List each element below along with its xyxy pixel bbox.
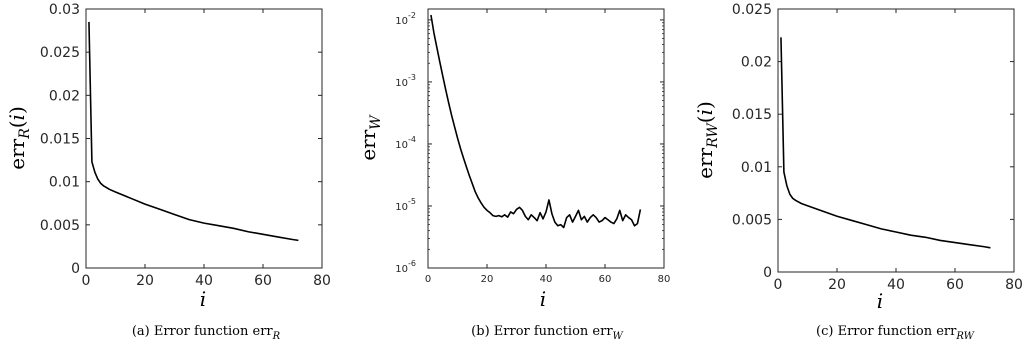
- panel-c-y-tick-label: 0.015: [732, 107, 772, 123]
- panel-c-x-tick-label: 20: [828, 277, 846, 293]
- panel-c-y-ticks: 0 0.005 0.01 0.015 0.02 0.025: [732, 2, 1014, 281]
- panel-b-y-tick-label: 10-3: [395, 73, 416, 89]
- panel-a-y-tick-label: 0.005: [40, 218, 80, 234]
- panel-c-series-line: [780, 37, 991, 249]
- panel-b-series-line: [430, 14, 642, 229]
- panel-a-x-tick-label: 20: [136, 273, 154, 289]
- panel-c-y-tick-label: 0.025: [732, 2, 772, 18]
- panel-b-caption: (b) Error function errW: [471, 324, 623, 342]
- panel-a-x-tick-label: 60: [254, 273, 272, 289]
- panel-b-x-tick-label: 0: [425, 274, 431, 285]
- panel-c-x-tick-label: 40: [887, 277, 905, 293]
- panel-b-x-tick-label: 60: [599, 274, 612, 285]
- panel-b-xlabel: i: [540, 287, 546, 311]
- panel-b-x-tick-label: 20: [481, 274, 494, 285]
- panel-b: 10-6 10-5 10-4 10-3 10-2 0 20 40 60 80 errW i (b…: [356, 8, 671, 342]
- panel-b-y-tick-label: 10-6: [395, 259, 416, 275]
- panel-c: 0 0.005 0.01 0.015 0.02 0.025 0 20 40 60 80 errRW…: [693, 2, 1023, 342]
- panel-a-x-tick-label: 0: [82, 273, 91, 289]
- panel-a-y-tick-label: 0.01: [49, 175, 80, 191]
- panel-b-y-tick-label: 10-2: [395, 11, 416, 27]
- panel-a-x-ticks: 0 20 40 60 80: [82, 9, 331, 289]
- panel-a-y-ticks: 0 0.005 0.01 0.015 0.02 0.025 0.03: [40, 2, 322, 277]
- panel-c-x-tick-label: 0: [774, 277, 783, 293]
- panel-a-y-tick-label: 0.02: [49, 88, 80, 104]
- panel-b-x-tick-label: 80: [658, 274, 671, 285]
- panel-c-caption: (c) Error function errRW: [816, 324, 975, 342]
- panel-a-caption: (a) Error function errR: [132, 324, 281, 342]
- panel-a-series-line: [88, 21, 299, 242]
- panel-b-y-tick-label: 10-4: [395, 135, 416, 151]
- panel-a-y-tick-label: 0.015: [40, 132, 80, 148]
- panel-a-y-tick-label: 0.03: [49, 2, 80, 18]
- panel-c-xlabel: i: [877, 289, 883, 313]
- panel-c-y-tick-label: 0: [763, 265, 772, 281]
- panel-a-y-tick-label: 0.025: [40, 45, 80, 61]
- panel-a-y-tick-label: 0: [71, 261, 80, 277]
- panel-c-y-tick-label: 0.005: [732, 212, 772, 228]
- panel-c-y-tick-label: 0.01: [741, 160, 772, 176]
- panel-b-x-tick-label: 40: [540, 274, 553, 285]
- panel-c-y-tick-label: 0.02: [741, 55, 772, 71]
- panel-c-x-tick-label: 60: [946, 277, 964, 293]
- panel-b-frame: [427, 8, 665, 269]
- panel-a-frame: [85, 8, 323, 269]
- panel-a-ylabel: errR(i): [5, 106, 33, 170]
- panel-c-ylabel: errRW(i): [693, 101, 721, 179]
- panel-b-y-tick-label: 10-5: [395, 197, 416, 213]
- panel-a-xlabel: i: [200, 287, 206, 311]
- panel-b-y-ticks: 10-6 10-5 10-4 10-3 10-2: [395, 11, 664, 275]
- panel-c-x-tick-label: 80: [1005, 277, 1023, 293]
- panel-c-x-ticks: 0 20 40 60 80: [774, 9, 1023, 293]
- panel-a-x-tick-label: 80: [313, 273, 331, 289]
- panel-b-x-ticks: 0 20 40 60 80: [425, 9, 671, 285]
- panel-a: 0 0.005 0.01 0.015 0.02 0.025 0.03 0 20 40 60 80 e…: [5, 2, 331, 342]
- panel-a-x-tick-label: 40: [195, 273, 213, 289]
- panel-b-ylabel: errW: [356, 114, 384, 161]
